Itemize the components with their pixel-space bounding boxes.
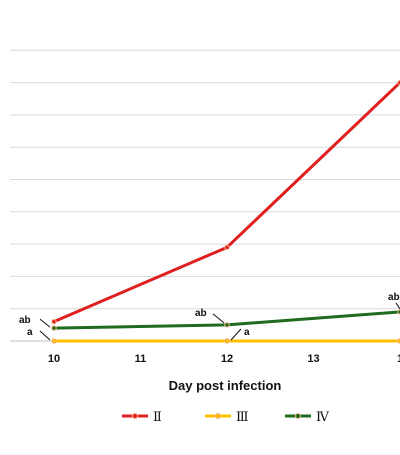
legend-label: Ⅱ	[153, 410, 162, 425]
legend: Ⅱ Ⅲ Ⅳ	[122, 410, 330, 425]
x-tick-label: 1	[397, 353, 400, 365]
x-tick-label: 10	[48, 353, 60, 365]
annotation-label: ab	[195, 308, 207, 319]
x-axis-title: Day post infection	[169, 378, 282, 393]
series-line-1	[53, 81, 400, 323]
annotation-label: a	[27, 327, 33, 338]
data-point	[51, 318, 57, 325]
annotation-leader	[212, 313, 225, 324]
x-tick-label: 11	[135, 353, 147, 365]
annotation-leader	[395, 302, 400, 310]
annotation-label: ab	[388, 292, 400, 303]
data-point	[224, 244, 230, 251]
x-tick-label: 12	[221, 353, 233, 365]
x-tick-labels: 10 11 12 13 1	[48, 353, 400, 365]
legend-marker	[295, 413, 301, 419]
series-lines	[51, 79, 400, 344]
annotation-leader	[230, 328, 242, 341]
data-point	[224, 322, 230, 328]
annotation-label: ab	[19, 315, 31, 326]
legend-label: Ⅳ	[316, 410, 330, 425]
gridlines	[10, 49, 400, 342]
legend-marker	[132, 413, 138, 419]
data-point	[51, 338, 57, 344]
x-tick-label: 13	[307, 353, 319, 365]
legend-marker	[215, 413, 221, 419]
annotation-leader	[39, 318, 51, 328]
legend-label: Ⅲ	[236, 410, 249, 425]
annotation-leader	[39, 330, 51, 341]
data-point	[51, 325, 57, 331]
annotation-label: a	[244, 327, 250, 338]
data-point	[224, 338, 230, 344]
